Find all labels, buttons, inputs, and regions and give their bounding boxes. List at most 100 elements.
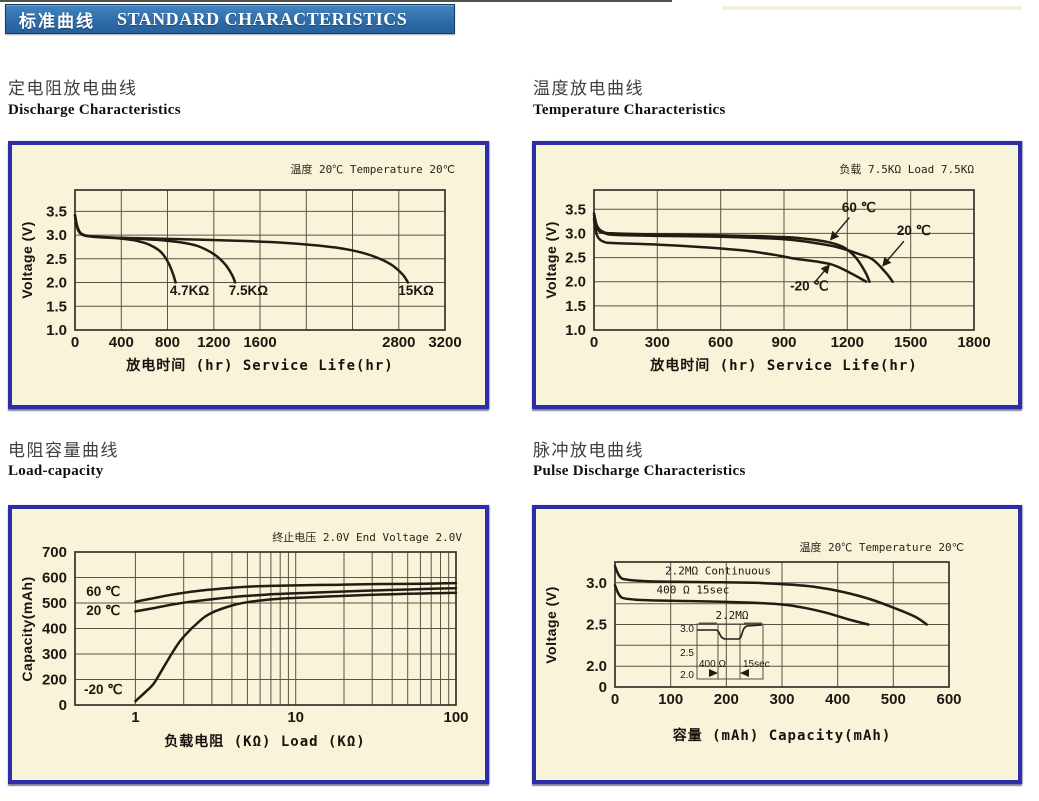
- series-2.2MΩ Continuous: [613, 564, 928, 626]
- curve-label: 20 ℃: [897, 223, 932, 238]
- chart-annotation: 温度 20℃ Temperature 20℃: [290, 162, 455, 176]
- section-title-en-pulse: Pulse Discharge Characteristics: [533, 463, 746, 479]
- curve-label: 7.5KΩ: [229, 283, 269, 298]
- y-axis-title: Voltage (V): [543, 221, 559, 299]
- chart-panel-discharge: 0 400 800 1200 1600 2800 3200 1.0 1.5 2.0 2.5 3.0 3.…: [8, 141, 489, 409]
- x-tick-label: 1500: [894, 334, 927, 351]
- x-tick-label: 0: [611, 691, 619, 708]
- y-tick-label: 700: [42, 544, 67, 561]
- y-tick-label: 2.0: [46, 275, 67, 292]
- y-tick-label: 2.0: [586, 658, 607, 675]
- right-arrowhead-icon: [709, 669, 718, 677]
- discharge-characteristics-chart: 0 400 800 1200 1600 2800 3200 1.0 1.5 2.0 2.5 3.0 3.…: [19, 162, 462, 374]
- curve-label: 60 ℃: [842, 200, 877, 215]
- y-tick-label: 600: [42, 570, 67, 587]
- plot-border: [74, 551, 457, 706]
- y-tick-label: 200: [42, 672, 67, 689]
- x-tick-label: 3200: [428, 334, 461, 351]
- inset-scale-label: 2.5: [680, 648, 694, 659]
- series-20℃: [134, 586, 458, 613]
- x-axis-title: 负载电阻 (KΩ) Load (KΩ): [164, 733, 365, 750]
- curve-label: 60 ℃: [86, 584, 121, 599]
- label-arrow: [813, 264, 830, 284]
- y-tick-label: 400: [42, 621, 67, 638]
- x-tick-label: 300: [769, 691, 794, 708]
- x-tick-label: 1: [131, 709, 139, 726]
- section-banner: 标准曲线 STANDARD CHARACTERISTICS: [5, 4, 455, 34]
- temperature-characteristics-chart: 0 300 600 900 1200 1500 1800 1.0 1.5 2.0 2.5 3.0 3.5…: [543, 162, 991, 374]
- y-tick-label: 1.0: [46, 322, 67, 339]
- banner-title-en: STANDARD CHARACTERISTICS: [117, 8, 408, 29]
- x-tick-label: 1800: [957, 334, 990, 351]
- curve-label: 15KΩ: [398, 283, 434, 298]
- x-tick-label: 300: [645, 334, 670, 351]
- left-arrowhead-icon: [740, 669, 749, 677]
- scan-artifact-top-line: [0, 0, 672, 2]
- y-tick-label: 2.5: [46, 251, 67, 268]
- x-tick-label: 600: [708, 334, 733, 351]
- section-title-zh-temperature: 温度放电曲线: [533, 79, 644, 98]
- y-tick-label: 3.5: [565, 201, 586, 218]
- chart-annotation: 负载 7.5KΩ Load 7.5KΩ: [839, 162, 974, 176]
- x-tick-label: 400: [109, 334, 134, 351]
- y-tick-label: 1.5: [46, 298, 67, 315]
- curve-label: 400 Ω 15sec: [656, 584, 729, 597]
- series-60℃: [134, 581, 458, 603]
- load-capacity-chart: 1 10 100 0 200 300 400 500 600 700 负载电阻 (KΩ) Load …: [19, 530, 469, 750]
- y-tick-label: 1.5: [565, 298, 586, 315]
- chart-annotation: 温度 20℃ Temperature 20℃: [799, 540, 964, 554]
- y-tick-label: 0: [599, 679, 607, 696]
- label-arrow: [829, 217, 850, 241]
- series--20℃: [592, 217, 868, 283]
- x-tick-label: 900: [771, 334, 796, 351]
- x-axis-title: 容量 (mAh) Capacity(mAh): [672, 727, 892, 744]
- x-tick-label: 100: [658, 691, 683, 708]
- series-60℃: [592, 211, 871, 283]
- series-20℃: [592, 213, 894, 283]
- banner-title-zh: 标准曲线: [19, 11, 95, 31]
- x-tick-label: 2800: [382, 334, 415, 351]
- x-tick-label: 10: [287, 709, 304, 726]
- inset-scale-label: 3.0: [680, 624, 694, 635]
- inset-top-label: 2.2MΩ: [715, 609, 748, 622]
- section-title-zh-load-capacity: 电阻容量曲线: [8, 441, 119, 460]
- x-tick-label: 500: [881, 691, 906, 708]
- x-tick-label: 400: [825, 691, 850, 708]
- scan-artifact-streak: [722, 6, 1022, 10]
- y-tick-label: 300: [42, 646, 67, 663]
- series--20℃: [134, 591, 458, 703]
- chart-panel-temperature: 0 300 600 900 1200 1500 1800 1.0 1.5 2.0 2.5 3.0 3.5…: [532, 141, 1022, 409]
- chart-annotation: 终止电压 2.0V End Voltage 2.0V: [272, 530, 462, 544]
- y-axis-title: Voltage (V): [19, 221, 35, 299]
- curve-label: -20 ℃: [790, 278, 829, 293]
- y-tick-label: 500: [42, 595, 67, 612]
- y-tick-label: 3.0: [565, 225, 586, 242]
- x-tick-label: 1600: [243, 334, 276, 351]
- x-tick-label: 1200: [831, 334, 864, 351]
- curve-label: 4.7KΩ: [170, 283, 210, 298]
- section-title-zh-pulse: 脉冲放电曲线: [533, 441, 644, 460]
- chart-panel-load-capacity: 1 10 100 0 200 300 400 500 600 700 负载电阻 (KΩ) Load …: [8, 505, 489, 784]
- chart-panel-pulse: 0 100 200 300 400 500 600 0 2.0 2.5 3.0 容量 (mAh) Ca…: [532, 505, 1022, 784]
- y-tick-label: 3.5: [46, 203, 67, 220]
- y-tick-label: 3.0: [46, 227, 67, 244]
- section-title-en-discharge: Discharge Characteristics: [8, 102, 181, 118]
- series-15KΩ: [73, 213, 410, 284]
- curve-label: -20 ℃: [84, 682, 123, 697]
- x-tick-label: 0: [71, 334, 79, 351]
- label-arrow: [882, 240, 905, 267]
- inset-pulse-left-label: 400 Ω: [699, 659, 726, 670]
- x-tick-label: 800: [155, 334, 180, 351]
- x-tick-label: 200: [714, 691, 739, 708]
- y-tick-label: 2.0: [565, 274, 586, 291]
- inset-pulse-right-label: 15sec: [743, 659, 770, 670]
- plot-border: [614, 561, 950, 688]
- curve-label: 20 ℃: [86, 603, 121, 618]
- y-tick-label: 2.5: [565, 250, 586, 267]
- y-axis-title: Voltage (V): [543, 586, 559, 664]
- series-400Ω 15sec: [613, 584, 870, 626]
- inset-scale-label: 2.0: [680, 670, 694, 681]
- y-tick-label: 3.0: [586, 575, 607, 592]
- series-4.7KΩ: [73, 213, 177, 284]
